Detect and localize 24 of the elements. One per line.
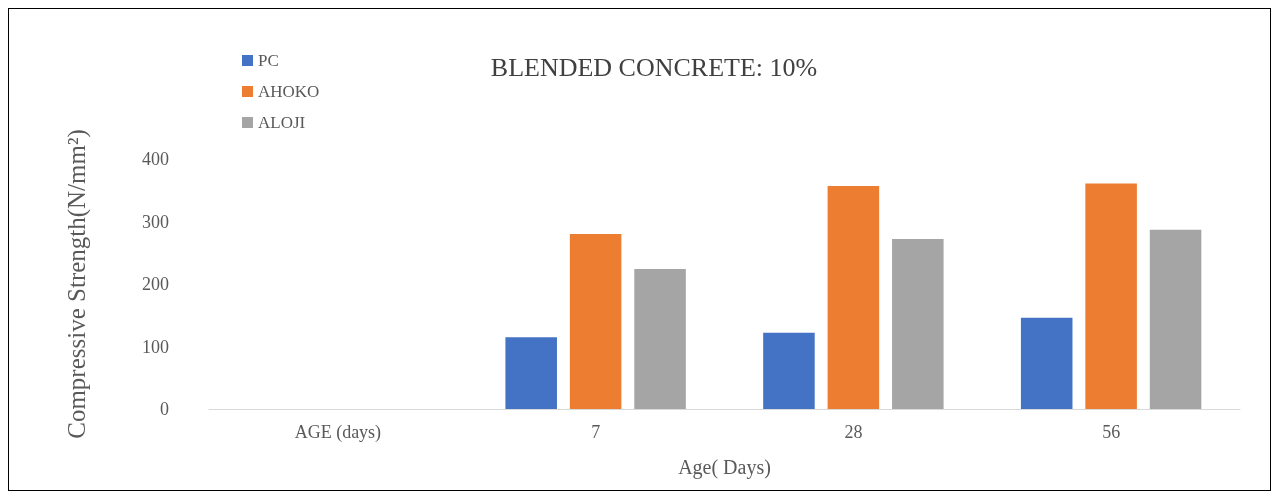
bar: [1149, 229, 1202, 409]
y-tick-label: 100: [142, 336, 169, 357]
bar: [1020, 317, 1073, 409]
x-tick-label: 28: [844, 422, 863, 442]
chart-title: BLENDED CONCRETE: 10%: [490, 52, 818, 82]
x-axis-title: Age( Days): [678, 456, 771, 479]
x-tick-label: 56: [1102, 422, 1121, 442]
bar: [569, 234, 622, 409]
y-tick-label: 0: [160, 399, 169, 419]
bar: [892, 239, 944, 409]
bar: [827, 185, 880, 409]
y-axis-title: Compressive Strength(N/mm²): [62, 129, 91, 439]
bar: [763, 332, 815, 409]
legend-label: ALOJI: [258, 113, 306, 132]
x-tick-label: AGE (days): [294, 422, 382, 443]
y-tick-label: 200: [142, 274, 169, 294]
bar: [505, 337, 557, 409]
bar: [1085, 183, 1137, 409]
x-tick-label: 7: [591, 422, 601, 442]
y-tick-label: 400: [142, 149, 169, 169]
bar: [634, 269, 686, 409]
legend-label: AHOKO: [258, 82, 320, 101]
y-tick-label: 300: [142, 211, 169, 232]
legend-label: PC: [258, 51, 279, 70]
